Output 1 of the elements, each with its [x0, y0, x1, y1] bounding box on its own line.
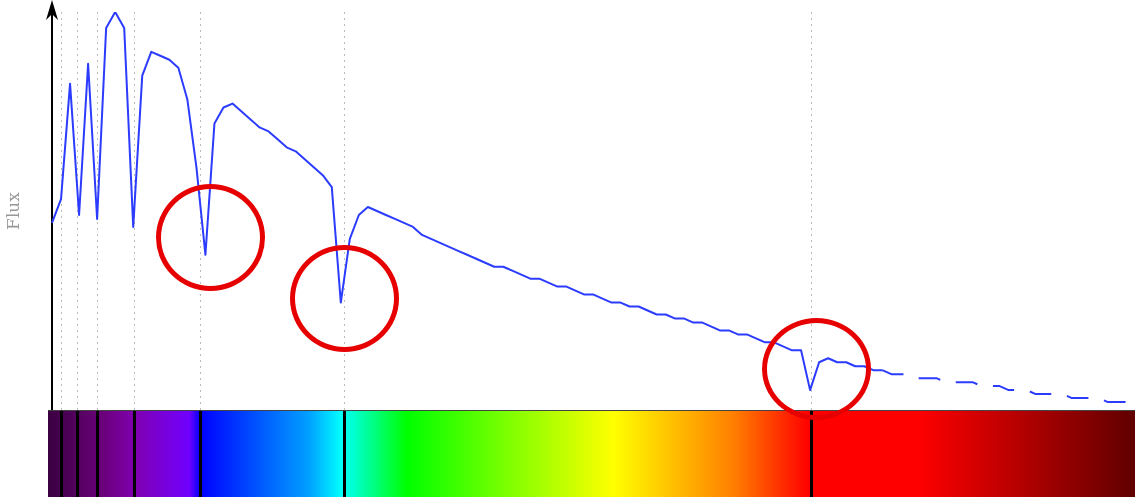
y-axis-title: Flux — [2, 191, 23, 230]
